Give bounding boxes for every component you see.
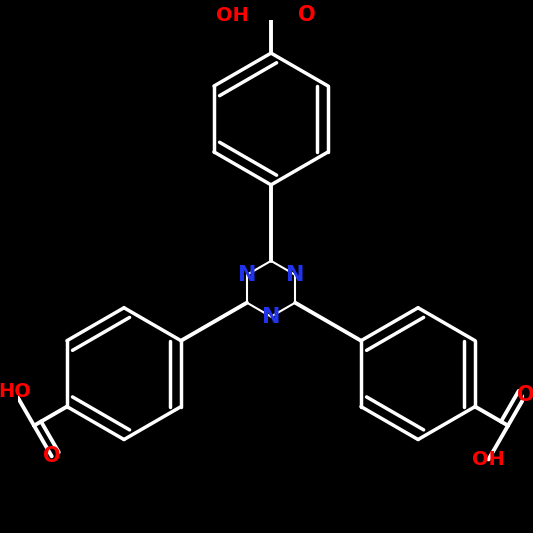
Text: OH: OH <box>472 450 505 469</box>
Text: N: N <box>238 265 256 285</box>
Text: O: O <box>517 385 533 405</box>
Text: N: N <box>262 306 280 327</box>
Text: OH: OH <box>215 5 248 25</box>
Text: N: N <box>286 265 304 285</box>
Text: O: O <box>298 5 316 25</box>
Text: HO: HO <box>0 382 31 401</box>
Text: O: O <box>43 446 61 466</box>
